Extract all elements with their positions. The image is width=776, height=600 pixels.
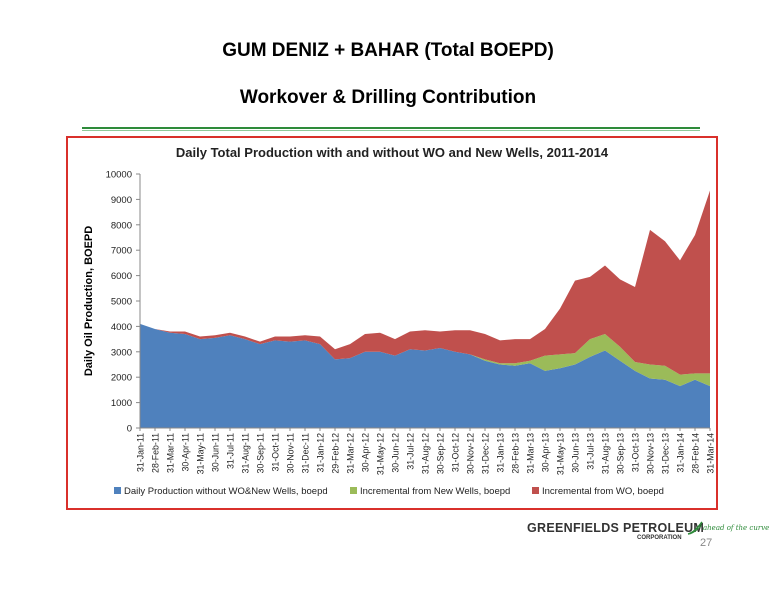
y-tick-label: 7000 bbox=[111, 246, 132, 257]
x-tick-label: 31-Mar-13 bbox=[526, 433, 536, 474]
y-tick-label: 2000 bbox=[111, 373, 132, 384]
slide-title: GUM DENIZ + BAHAR (Total BOEPD) bbox=[222, 40, 554, 61]
x-tick-label: 31-Aug-11 bbox=[241, 433, 251, 474]
x-tick-label: 31-May-13 bbox=[556, 433, 566, 475]
logo-swoosh-icon bbox=[687, 521, 703, 535]
x-tick-label: 31-Oct-11 bbox=[271, 433, 281, 472]
y-tick-label: 6000 bbox=[111, 271, 132, 282]
x-tick-label: 31-Dec-12 bbox=[481, 433, 491, 474]
x-tick-label: 30-Sep-12 bbox=[436, 433, 446, 474]
x-tick-label: 31-Aug-13 bbox=[601, 433, 611, 474]
x-tick-label: 30-Jun-12 bbox=[391, 433, 401, 473]
x-tick-label: 31-May-12 bbox=[376, 433, 386, 475]
x-tick-label: 31-Oct-13 bbox=[631, 433, 641, 472]
x-tick-label: 31-Mar-14 bbox=[706, 433, 716, 474]
y-axis-label: Daily Oil Production, BOEPD bbox=[83, 226, 95, 376]
x-tick-label: 31-Dec-13 bbox=[661, 433, 671, 474]
x-tick-label: 30-Nov-13 bbox=[646, 433, 656, 474]
x-tick-label: 31-May-11 bbox=[196, 433, 206, 475]
x-tick-label: 31-Jan-11 bbox=[136, 433, 146, 472]
x-tick-label: 30-Sep-13 bbox=[616, 433, 626, 474]
legend-swatch-1 bbox=[114, 487, 121, 494]
logo-tagline: ahead of the curve bbox=[703, 524, 770, 532]
production-area-chart: Daily Total Production with and without … bbox=[83, 145, 716, 497]
legend-label-3: Incremental from WO, boepd bbox=[542, 486, 664, 497]
y-tick-label: 9000 bbox=[111, 195, 132, 206]
x-tick-label: 31-Jan-14 bbox=[676, 433, 686, 473]
x-tick-label: 30-Apr-13 bbox=[541, 433, 551, 472]
x-tick-label: 30-Apr-11 bbox=[181, 433, 191, 472]
y-tick-label: 10000 bbox=[106, 170, 132, 181]
x-tick-label: 31-Jul-12 bbox=[406, 433, 416, 470]
x-tick-label: 30-Apr-12 bbox=[361, 433, 371, 472]
x-tick-label: 30-Jun-11 bbox=[211, 433, 221, 472]
y-tick-label: 4000 bbox=[111, 322, 132, 333]
page-number: 27 bbox=[700, 537, 713, 549]
area-series-3 bbox=[140, 190, 710, 375]
legend-swatch-2 bbox=[350, 487, 357, 494]
y-tick-label: 8000 bbox=[111, 220, 132, 231]
x-tick-label: 28-Feb-13 bbox=[511, 433, 521, 474]
logo-text: GREENFIELDS PETROLEUM bbox=[527, 521, 705, 535]
y-tick-label: 3000 bbox=[111, 347, 132, 358]
x-tick-label: 31-Dec-11 bbox=[301, 433, 311, 474]
x-tick-label: 31-Jul-11 bbox=[226, 433, 236, 469]
y-tick-label: 5000 bbox=[111, 297, 132, 308]
x-tick-label: 30-Nov-11 bbox=[286, 433, 296, 474]
legend-label-1: Daily Production without WO&New Wells, b… bbox=[124, 486, 328, 497]
legend-swatch-3 bbox=[532, 487, 539, 494]
x-tick-label: 28-Feb-14 bbox=[691, 433, 701, 474]
company-logo: GREENFIELDS PETROLEUM CORPORATION ahead … bbox=[527, 519, 769, 549]
logo-subtext: CORPORATION bbox=[637, 535, 682, 541]
x-tick-label: 30-Jun-13 bbox=[571, 433, 581, 473]
y-tick-label: 0 bbox=[127, 424, 132, 435]
x-tick-label: 30-Nov-12 bbox=[466, 433, 476, 474]
title-divider bbox=[82, 127, 700, 129]
x-tick-label: 29-Feb-12 bbox=[331, 433, 341, 474]
x-tick-label: 28-Feb-11 bbox=[151, 433, 161, 473]
slide-subtitle: Workover & Drilling Contribution bbox=[239, 87, 537, 108]
chart-title: Daily Total Production with and without … bbox=[176, 145, 609, 160]
x-tick-label: 31-Mar-11 bbox=[166, 433, 176, 473]
x-tick-label: 31-Jul-13 bbox=[586, 433, 596, 470]
x-tick-label: 31-Oct-12 bbox=[451, 433, 461, 472]
area-series-1 bbox=[140, 323, 710, 428]
x-tick-label: 31-Jan-12 bbox=[316, 433, 326, 473]
x-tick-label: 31-Mar-12 bbox=[346, 433, 356, 474]
x-tick-label: 31-Jan-13 bbox=[496, 433, 506, 473]
x-tick-label: 31-Aug-12 bbox=[421, 433, 431, 474]
y-tick-label: 1000 bbox=[111, 398, 132, 409]
legend-label-2: Incremental from New Wells, boepd bbox=[360, 486, 510, 497]
x-tick-label: 30-Sep-11 bbox=[256, 433, 266, 474]
title-divider-shadow bbox=[82, 130, 700, 131]
